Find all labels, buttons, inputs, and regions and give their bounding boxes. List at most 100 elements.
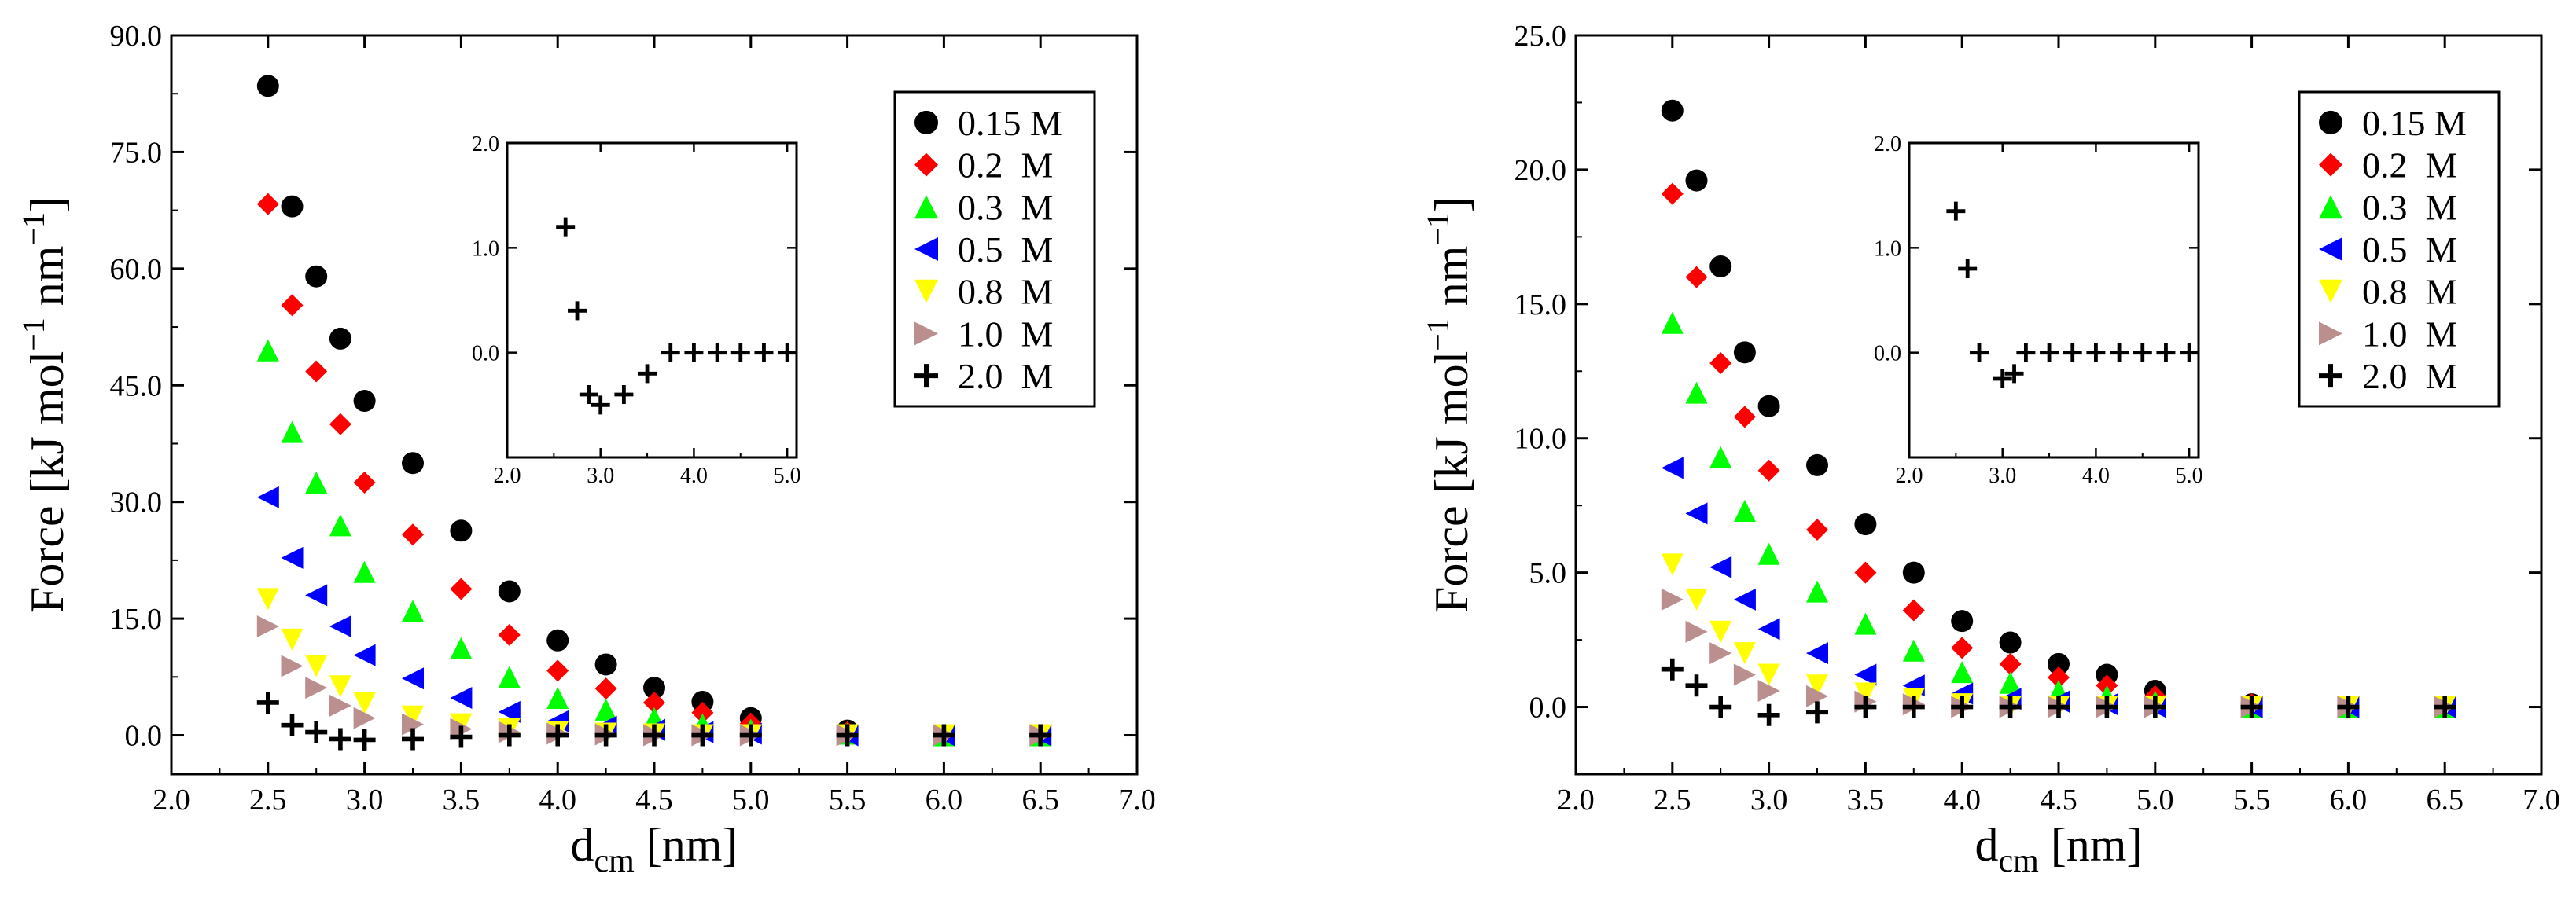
- marker-1-5: [1806, 518, 1828, 541]
- marker-1-10: [643, 691, 665, 714]
- marker-2-6: [450, 637, 473, 659]
- marker-0-6: [1854, 513, 1877, 536]
- y-tick-label: 20.0: [1514, 154, 1567, 187]
- marker-1-4: [353, 471, 376, 494]
- y-tick-label: 15.0: [110, 603, 163, 636]
- marker-6-0: [256, 691, 279, 714]
- y-tick-label: 10.0: [1514, 423, 1567, 456]
- marker-4-6: [1854, 682, 1877, 705]
- marker-4-2: [1709, 620, 1732, 643]
- y-axis-label: Force [kJ mol−1 nm−1]: [1420, 196, 1478, 613]
- marker-1-6: [450, 578, 473, 600]
- x-label-unit: [nm]: [635, 819, 738, 871]
- marker-6-11: [2144, 696, 2166, 718]
- marker-0-6: [450, 519, 473, 542]
- inset-y-tick-label: 2.0: [1874, 132, 1901, 156]
- inset-marker-10: [754, 343, 774, 362]
- legend-marker-6: [914, 364, 938, 388]
- legend-label: 0.2 M: [958, 145, 1053, 185]
- marker-3-6: [450, 687, 473, 710]
- x-tick-label: 2.5: [1654, 784, 1691, 817]
- marker-2-3: [1733, 500, 1756, 523]
- marker-1-0: [256, 193, 279, 215]
- marker-0-4: [1757, 395, 1780, 417]
- inset-marker-3: [591, 395, 610, 415]
- legend-marker-6: [2319, 364, 2342, 388]
- x-tick-label: 2.0: [153, 784, 190, 817]
- marker-1-7: [498, 623, 521, 646]
- marker-2-6: [1854, 612, 1877, 635]
- marker-0-9: [594, 653, 617, 676]
- inset-marker-5: [638, 364, 657, 384]
- marker-2-7: [1902, 639, 1925, 662]
- y-tick-label: 90.0: [110, 20, 163, 53]
- x-axis-label: dcm [nm]: [571, 819, 738, 879]
- marker-4-4: [353, 692, 376, 714]
- y-label-part2: nm: [21, 246, 73, 318]
- marker-6-4: [353, 729, 376, 751]
- marker-1-6: [1854, 561, 1877, 584]
- x-axis-label: dcm [nm]: [1975, 819, 2143, 879]
- marker-3-3: [329, 615, 351, 637]
- marker-6-8: [1999, 696, 2022, 718]
- legend: 0.15 M0.2 M0.3 M0.5 M0.8 M1.0 M2.0 M: [2298, 90, 2501, 408]
- marker-5-5: [1806, 685, 1828, 707]
- marker-6-3: [329, 728, 351, 751]
- marker-1-2: [305, 360, 328, 383]
- legend-label: 0.2 M: [2362, 145, 2457, 185]
- inset-marker-10: [2133, 343, 2152, 362]
- marker-1-8: [546, 659, 569, 682]
- legend-label: 2.0 M: [2362, 356, 2457, 396]
- marker-6-0: [1661, 658, 1684, 681]
- legend-marker-1: [914, 152, 938, 177]
- y-label-sup1: −1: [1420, 318, 1455, 351]
- marker-4-3: [1733, 642, 1756, 665]
- marker-0-5: [402, 452, 424, 475]
- marker-6-3: [1757, 703, 1780, 726]
- marker-3-7: [498, 700, 521, 723]
- legend-label: 0.8 M: [2362, 272, 2457, 312]
- marker-2-9: [594, 698, 617, 721]
- data-markers: [1661, 99, 2456, 726]
- legend-label: 0.3 M: [2362, 187, 2457, 227]
- x-label-main: d: [1975, 819, 1999, 871]
- marker-0-1: [1685, 169, 1708, 192]
- marker-6-13: [836, 724, 859, 747]
- x-label-main: d: [571, 819, 594, 871]
- x-tick-label: 5.5: [2233, 784, 2271, 817]
- marker-1-9: [1999, 652, 2022, 675]
- x-label-subscript: cm: [594, 843, 635, 879]
- marker-0-3: [329, 327, 351, 350]
- marker-3-1: [281, 546, 304, 569]
- inset-frame: [1908, 141, 2200, 459]
- marker-5-0: [1661, 588, 1684, 611]
- marker-3-4: [353, 644, 376, 666]
- marker-4-5: [402, 705, 424, 728]
- marker-0-7: [1902, 561, 1925, 584]
- marker-0-2: [305, 265, 328, 288]
- y-label-close: ]: [1426, 196, 1478, 212]
- marker-6-5: [402, 728, 424, 751]
- inset-marker-4: [614, 385, 634, 404]
- legend-label: 0.5 M: [2362, 229, 2457, 270]
- inset-x-tick-label: 2.0: [1896, 464, 1923, 488]
- inset-y-tick-label: 1.0: [1874, 237, 1901, 261]
- x-tick-label: 7.0: [1118, 784, 1156, 817]
- marker-0-0: [1661, 99, 1684, 122]
- marker-6-9: [2048, 696, 2070, 718]
- y-label-close: ]: [21, 196, 73, 212]
- marker-2-4: [1757, 542, 1780, 565]
- marker-6-2: [305, 721, 328, 743]
- marker-6-10: [2096, 696, 2118, 718]
- inset-y-tick-label: 2.0: [472, 132, 499, 156]
- marker-1-4: [1757, 459, 1780, 482]
- marker-0-8: [1951, 610, 1974, 633]
- marker-6-5: [1854, 696, 1877, 718]
- x-tick-label: 3.0: [346, 784, 384, 817]
- inset-y-tick-label: 0.0: [472, 342, 499, 366]
- y-axis-label-group: Force [kJ mol−1 nm−1]: [1420, 196, 1478, 613]
- inset-marker-1: [568, 301, 587, 321]
- marker-0-7: [498, 580, 521, 603]
- inset-marker-8: [2086, 343, 2106, 362]
- inset-x-tick-label: 2.0: [494, 464, 521, 488]
